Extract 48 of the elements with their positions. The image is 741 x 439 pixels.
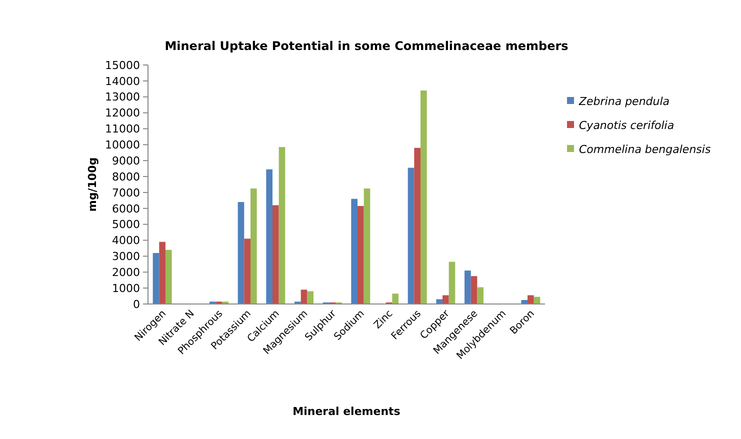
y-tick-label: 2000 xyxy=(112,266,140,279)
bar xyxy=(307,291,314,304)
bar xyxy=(152,253,160,304)
bar xyxy=(300,290,308,304)
bar xyxy=(266,169,272,304)
bar xyxy=(420,90,427,304)
bar xyxy=(436,299,443,304)
y-tick-label: 8000 xyxy=(112,170,140,184)
bar xyxy=(528,295,534,304)
bar xyxy=(414,148,421,304)
bar xyxy=(358,206,364,304)
y-tick-label: 11000 xyxy=(105,122,140,136)
bar xyxy=(272,205,279,304)
bar xyxy=(477,287,484,304)
legend-label: Cyanotis cerifolia xyxy=(579,118,674,132)
y-tick-label: 1000 xyxy=(112,282,140,295)
bar xyxy=(521,300,528,304)
y-tick-label: 4000 xyxy=(112,234,140,248)
bar xyxy=(238,202,244,304)
y-tick-label: 0 xyxy=(133,298,140,311)
bar xyxy=(244,238,250,304)
y-tick-label: 14000 xyxy=(105,74,140,88)
y-tick-label: 5000 xyxy=(112,218,140,232)
y-tick-label: 12000 xyxy=(105,106,140,120)
y-tick-label: 7000 xyxy=(112,186,140,200)
bar xyxy=(470,276,478,304)
bar xyxy=(159,242,166,304)
bar xyxy=(351,198,358,304)
bar xyxy=(408,168,414,304)
y-tick-label: 10000 xyxy=(105,138,140,152)
bar xyxy=(448,262,456,304)
y-tick-label: 15000 xyxy=(105,58,140,72)
x-axis-title: Mineral elements xyxy=(292,405,401,418)
bar xyxy=(165,250,172,304)
bar xyxy=(278,147,286,304)
legend-label: Commelina bengalensis xyxy=(579,142,711,156)
chart-title: Mineral Uptake Potential in some Commelinaceae members xyxy=(164,39,568,53)
y-tick-label: 3000 xyxy=(112,250,140,264)
bar xyxy=(392,294,398,304)
bar xyxy=(442,295,449,304)
bar xyxy=(464,270,471,304)
bar xyxy=(364,188,370,304)
y-axis-title: mg/100g xyxy=(86,157,99,212)
y-tick-label: 13000 xyxy=(105,90,140,104)
bar xyxy=(250,188,257,304)
legend-label: Zebrina pendula xyxy=(578,94,670,108)
y-tick-label: 9000 xyxy=(112,154,140,168)
y-tick-label: 6000 xyxy=(112,202,140,216)
